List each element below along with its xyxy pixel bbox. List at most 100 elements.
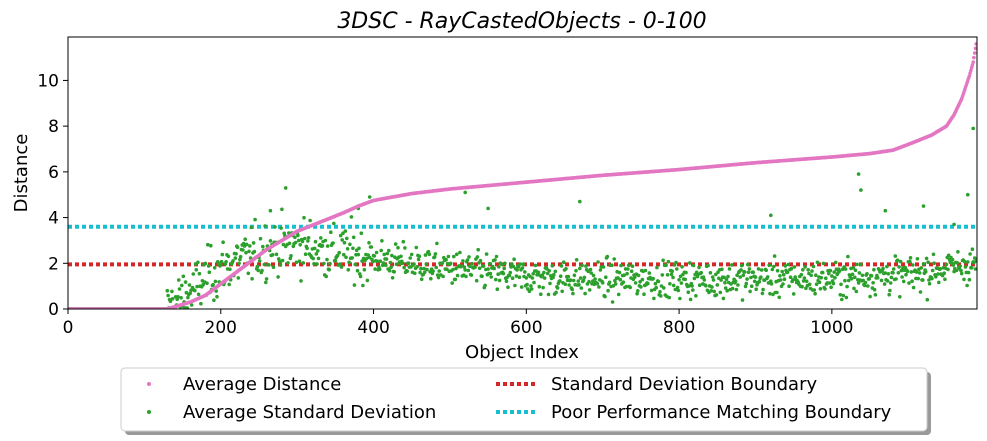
- point-average-standard-deviation: [752, 279, 757, 284]
- point-average-standard-deviation: [405, 269, 410, 274]
- point-average-standard-deviation: [636, 273, 641, 278]
- point-average-standard-deviation: [338, 262, 342, 266]
- point-average-standard-deviation: [739, 268, 743, 272]
- point-average-standard-deviation: [891, 267, 896, 271]
- point-average-standard-deviation: [581, 278, 586, 283]
- point-average-standard-deviation: [956, 250, 960, 254]
- point-average-standard-deviation: [179, 296, 183, 300]
- point-average-standard-deviation: [930, 268, 935, 273]
- point-average-standard-deviation: [349, 215, 354, 219]
- point-average-standard-deviation: [475, 255, 480, 259]
- point-average-standard-deviation: [558, 274, 563, 279]
- point-average-standard-deviation: [734, 287, 739, 292]
- point-average-standard-deviation: [477, 266, 482, 271]
- point-average-standard-deviation: [550, 264, 555, 268]
- point-average-standard-deviation: [730, 263, 734, 267]
- point-average-standard-deviation: [885, 264, 889, 269]
- point-average-standard-deviation: [493, 258, 497, 262]
- point-average-standard-deviation: [298, 243, 303, 247]
- legend-label-average-distance: Average Distance: [183, 374, 341, 395]
- point-average-standard-deviation: [721, 296, 726, 301]
- point-average-standard-deviation: [830, 274, 834, 278]
- point-average-standard-deviation: [474, 278, 479, 283]
- point-average-standard-deviation: [598, 268, 603, 272]
- point-average-standard-deviation: [832, 270, 836, 274]
- point-average-standard-deviation: [969, 265, 974, 270]
- point-average-standard-deviation: [503, 261, 507, 266]
- point-average-standard-deviation: [384, 257, 389, 261]
- point-average-standard-deviation: [719, 278, 723, 282]
- point-average-standard-deviation: [418, 270, 422, 275]
- point-average-standard-deviation: [286, 261, 290, 265]
- point-average-standard-deviation: [296, 238, 301, 243]
- point-average-distance: [974, 42, 977, 46]
- point-average-standard-deviation: [293, 235, 297, 240]
- plot-area: [68, 42, 977, 309]
- point-average-standard-deviation: [297, 259, 302, 264]
- point-average-standard-deviation: [347, 260, 351, 265]
- point-average-standard-deviation: [814, 282, 819, 287]
- point-average-standard-deviation: [470, 261, 474, 266]
- point-average-standard-deviation: [772, 254, 777, 258]
- point-average-distance: [968, 71, 972, 75]
- point-average-standard-deviation: [845, 284, 849, 289]
- plot-frame: [67, 36, 978, 310]
- point-average-standard-deviation: [867, 277, 872, 281]
- point-average-standard-deviation: [247, 249, 251, 254]
- point-average-standard-deviation: [694, 294, 698, 298]
- point-average-standard-deviation: [303, 252, 308, 256]
- point-average-standard-deviation: [402, 265, 406, 270]
- point-average-standard-deviation: [311, 256, 316, 261]
- point-average-standard-deviation: [738, 275, 742, 279]
- point-average-standard-deviation: [833, 260, 838, 265]
- point-average-standard-deviation: [846, 278, 851, 283]
- point-average-standard-deviation: [781, 282, 785, 286]
- point-average-standard-deviation: [770, 267, 775, 272]
- point-average-standard-deviation: [463, 268, 468, 272]
- point-average-standard-deviation: [510, 276, 515, 281]
- point-average-standard-deviation: [422, 270, 427, 275]
- point-average-standard-deviation: [746, 262, 750, 267]
- point-average-standard-deviation: [396, 245, 400, 250]
- point-average-standard-deviation: [313, 239, 318, 244]
- point-average-standard-deviation: [934, 274, 938, 279]
- point-average-standard-deviation: [959, 271, 964, 276]
- point-average-standard-deviation: [851, 266, 856, 270]
- point-average-standard-deviation: [921, 204, 926, 208]
- point-average-standard-deviation: [450, 281, 455, 285]
- point-average-standard-deviation: [587, 279, 591, 284]
- point-average-standard-deviation: [778, 274, 782, 278]
- point-average-standard-deviation: [203, 261, 208, 266]
- point-average-standard-deviation: [791, 292, 796, 296]
- point-average-standard-deviation: [389, 265, 393, 270]
- point-average-standard-deviation: [504, 279, 509, 284]
- point-average-standard-deviation: [415, 265, 419, 269]
- point-average-standard-deviation: [670, 269, 674, 274]
- point-average-standard-deviation: [280, 207, 284, 212]
- point-average-standard-deviation: [199, 301, 203, 306]
- point-average-standard-deviation: [329, 230, 333, 234]
- point-average-standard-deviation: [341, 231, 345, 235]
- point-average-standard-deviation: [888, 281, 893, 285]
- point-average-standard-deviation: [578, 266, 582, 271]
- point-average-standard-deviation: [919, 266, 923, 270]
- point-average-standard-deviation: [749, 284, 754, 289]
- point-average-standard-deviation: [446, 254, 451, 259]
- point-average-standard-deviation: [481, 264, 486, 268]
- point-average-standard-deviation: [926, 260, 930, 265]
- point-average-standard-deviation: [489, 275, 494, 279]
- point-average-standard-deviation: [831, 281, 836, 286]
- point-average-standard-deviation: [733, 279, 738, 284]
- point-average-standard-deviation: [617, 270, 622, 275]
- point-average-standard-deviation: [768, 291, 772, 296]
- point-average-standard-deviation: [219, 259, 224, 264]
- point-average-standard-deviation: [655, 265, 659, 270]
- point-average-standard-deviation: [781, 272, 786, 277]
- point-average-standard-deviation: [518, 262, 522, 266]
- point-average-standard-deviation: [316, 256, 321, 261]
- point-average-standard-deviation: [570, 287, 574, 292]
- point-average-standard-deviation: [761, 287, 765, 292]
- point-average-standard-deviation: [461, 259, 465, 263]
- point-average-standard-deviation: [973, 267, 977, 271]
- point-average-standard-deviation: [938, 267, 943, 271]
